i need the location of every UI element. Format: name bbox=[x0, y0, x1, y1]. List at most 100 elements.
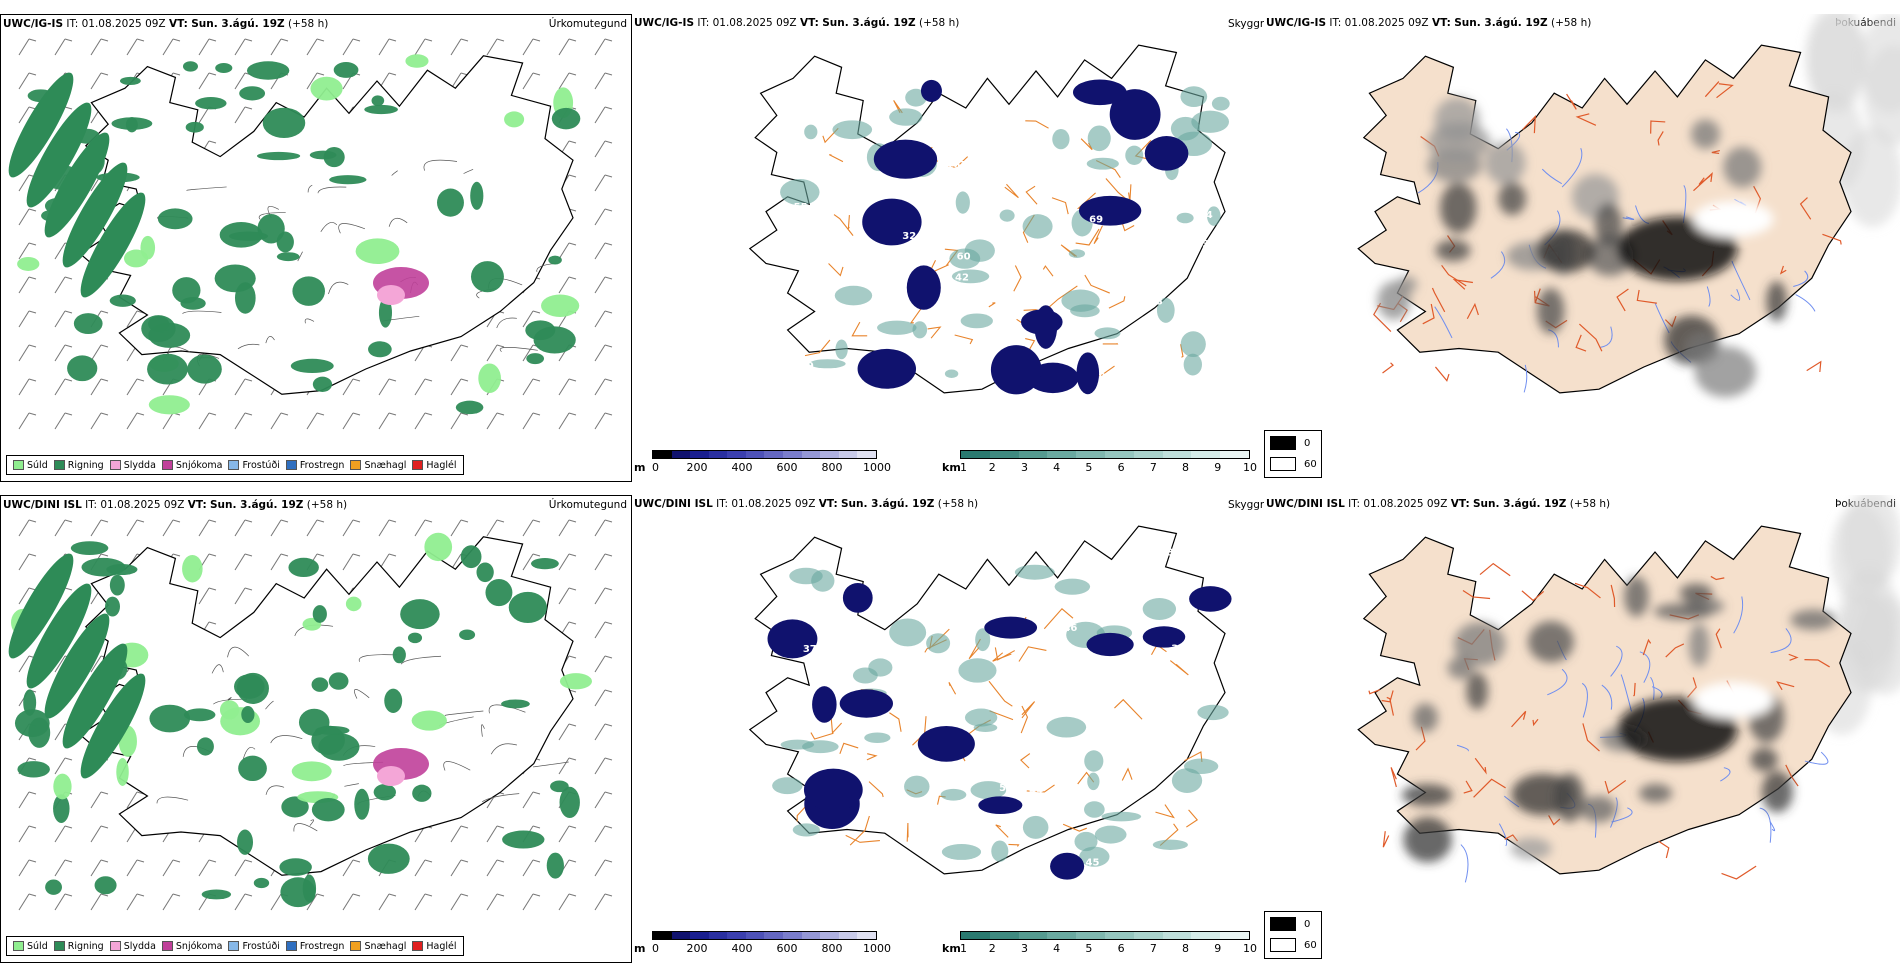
legend-swatch bbox=[161, 460, 173, 470]
road bbox=[1463, 780, 1473, 794]
wind-barb-flag bbox=[64, 825, 73, 829]
ceiling-value-label: 25 bbox=[1026, 248, 1040, 259]
fog-cell bbox=[1653, 603, 1713, 620]
wind-barb-flag bbox=[604, 757, 613, 761]
low-visibility-cell bbox=[951, 269, 990, 284]
wind-barb-flag bbox=[424, 893, 433, 897]
legend-swatch bbox=[53, 460, 65, 470]
precip-cell bbox=[459, 629, 476, 641]
colorbar-tick-label: 10 bbox=[1243, 461, 1257, 474]
road bbox=[1093, 225, 1103, 245]
river bbox=[1561, 147, 1583, 188]
lead-time: (+58 h) bbox=[287, 18, 329, 30]
wind-barb bbox=[234, 553, 246, 571]
it-label: IT: bbox=[716, 498, 729, 510]
wind-barb bbox=[198, 587, 210, 605]
wind-barb-flag bbox=[532, 553, 541, 557]
wind-barb-flag bbox=[172, 553, 181, 557]
fog-cell bbox=[1766, 281, 1787, 322]
colorbar-tick-label: 200 bbox=[686, 942, 708, 955]
wind-barb-flag bbox=[424, 38, 433, 42]
skyggni-label: Skyggni bbox=[1228, 18, 1270, 30]
colorbar-tick-label: 9 bbox=[1214, 942, 1222, 955]
colorbar-segment bbox=[1104, 451, 1134, 458]
colorbar-segment bbox=[1162, 451, 1192, 458]
low-visibility-cell bbox=[1068, 249, 1086, 258]
low-visibility-cell bbox=[1022, 815, 1049, 839]
precip-cell bbox=[109, 574, 125, 596]
legend-label: 60 bbox=[1304, 939, 1317, 951]
wind-barb-flag bbox=[604, 38, 613, 42]
wind-barb-flag bbox=[136, 519, 145, 523]
colorbar-segment bbox=[1076, 932, 1105, 939]
legend-label: Snjókoma bbox=[175, 459, 223, 471]
low-visibility-cell bbox=[1052, 128, 1070, 150]
road bbox=[1533, 288, 1541, 304]
precip-cell bbox=[157, 208, 193, 230]
precip-cell bbox=[551, 107, 581, 130]
vt-label: VT: bbox=[799, 17, 819, 29]
colorbar-segment bbox=[1104, 932, 1134, 939]
model-name: UWC/DINI ISL bbox=[634, 498, 713, 510]
legend-label: Frostregn bbox=[299, 459, 345, 471]
wind-barb-flag bbox=[244, 893, 253, 897]
wind-barb-flag bbox=[532, 519, 541, 523]
precip-map bbox=[8, 519, 613, 911]
precip-cell bbox=[364, 104, 398, 115]
precip-cell bbox=[291, 761, 332, 782]
skyggni-label: Skyggni bbox=[1228, 499, 1270, 511]
wind-barb bbox=[594, 825, 606, 843]
vt-label: VT: bbox=[1431, 17, 1451, 29]
colorbar-segment bbox=[727, 451, 746, 458]
wind-barb-flag bbox=[280, 519, 289, 523]
precip-cell bbox=[504, 111, 525, 128]
fog-map bbox=[1357, 14, 1900, 398]
colorbar-tick-label: 600 bbox=[776, 942, 798, 955]
wind-barb-flag bbox=[28, 412, 37, 416]
colorbar-tick-label: 10 bbox=[1243, 942, 1257, 955]
road bbox=[1004, 183, 1019, 199]
wind-barb bbox=[54, 310, 66, 328]
river bbox=[1795, 294, 1816, 312]
wind-barb bbox=[234, 519, 246, 537]
precip-map bbox=[8, 38, 613, 430]
wind-barb-flag bbox=[604, 208, 613, 212]
wind-barb-flag bbox=[64, 38, 73, 42]
wind-barb bbox=[558, 378, 570, 396]
colorbar-unit: m bbox=[634, 942, 646, 955]
wind-barb bbox=[486, 893, 498, 911]
contour-line bbox=[265, 785, 285, 795]
road bbox=[1693, 172, 1713, 192]
wind-barb bbox=[126, 412, 138, 430]
road bbox=[1687, 677, 1697, 698]
it-label: IT: bbox=[1348, 498, 1361, 510]
contour-line bbox=[444, 710, 484, 716]
lead-time: (+58 h) bbox=[918, 17, 960, 29]
wind-barb bbox=[414, 412, 426, 430]
precip-cell bbox=[219, 221, 263, 248]
wind-barb-flag bbox=[496, 38, 505, 42]
road bbox=[1462, 589, 1491, 600]
wind-barb bbox=[18, 344, 30, 362]
precip-legend-item: Frostúði bbox=[228, 460, 280, 471]
wind-barb-flag bbox=[28, 38, 37, 42]
fog-cell bbox=[1536, 287, 1565, 334]
fog-cell bbox=[1790, 609, 1837, 630]
road bbox=[810, 732, 834, 740]
wind-barb bbox=[450, 412, 462, 430]
ceiling-value-label: 167 bbox=[946, 160, 967, 171]
wind-barb-flag bbox=[460, 519, 469, 523]
wind-barb bbox=[18, 655, 30, 673]
road bbox=[1799, 197, 1812, 220]
sea-fog-patch bbox=[1841, 495, 1900, 590]
contour-line bbox=[297, 251, 303, 262]
colorbar-tick-label: 2 bbox=[988, 461, 996, 474]
wind-barb-flag bbox=[568, 655, 577, 659]
river bbox=[1581, 682, 1588, 718]
wind-barb bbox=[18, 72, 30, 90]
colorbar-segment bbox=[961, 451, 990, 458]
precip-cell bbox=[94, 876, 117, 895]
wind-barb bbox=[54, 655, 66, 673]
wind-barb-flag bbox=[244, 553, 253, 557]
precip-cell bbox=[546, 852, 564, 879]
